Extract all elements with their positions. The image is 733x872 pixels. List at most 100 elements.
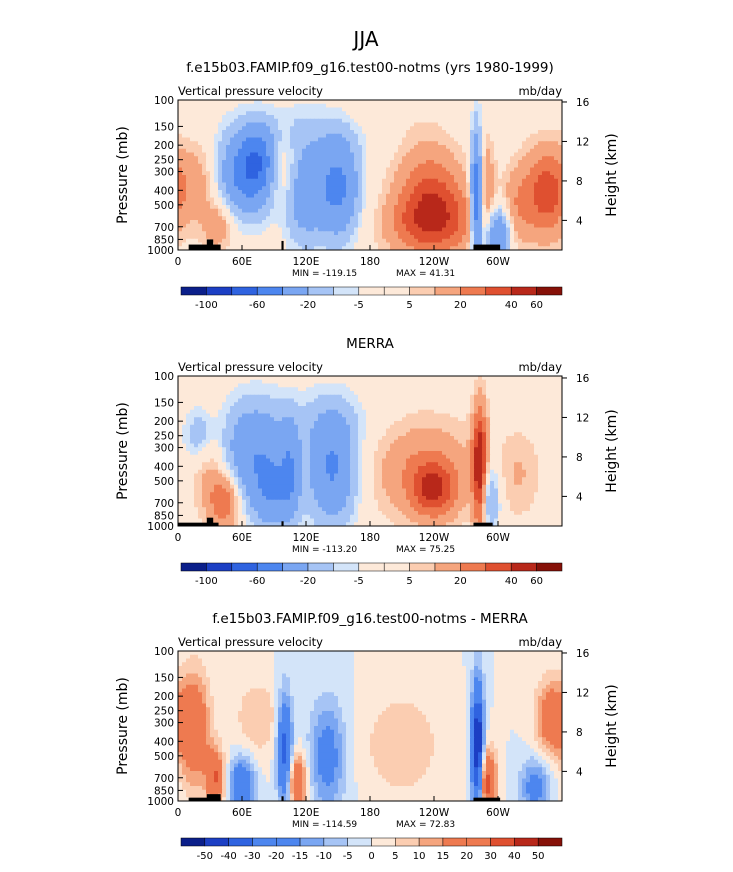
heatmap-cell [538,190,543,195]
heatmap-cell [558,227,562,232]
heatmap-cell [550,160,555,165]
heatmap-cell [434,107,439,112]
heatmap-cell [534,156,539,161]
heatmap-cell [458,398,463,403]
heatmap-cell [410,231,415,236]
heatmap-cell [266,163,271,169]
heatmap-cell [322,391,327,396]
heatmap-cell [478,126,483,131]
heatmap-cell [526,220,531,225]
heatmap-cell [338,163,343,169]
heatmap-cell [346,201,351,206]
heatmap-cell [530,182,535,187]
heatmap-cell [226,193,231,199]
heatmap-cell [530,413,535,418]
heatmap-cell [466,197,471,202]
heatmap-cell [390,178,395,184]
heatmap-cell [466,148,471,154]
heatmap-cell [542,391,547,396]
heatmap-cell [298,175,303,180]
heatmap-cell [214,379,219,385]
heatmap-cell [298,212,303,217]
heatmap-cell [318,141,323,146]
heatmap-cell [246,163,251,169]
heatmap-cell [486,201,491,206]
heatmap-cell [418,103,423,109]
heatmap-cell [466,190,471,195]
heatmap-cell [374,201,379,206]
heatmap-cell [390,242,395,247]
heatmap-cell [462,193,467,199]
heatmap-cell [542,409,547,415]
heatmap-cell [418,394,423,400]
heatmap-cell [222,208,227,214]
heatmap-cell [358,376,363,381]
heatmap-cell [234,201,239,206]
heatmap-cell [226,152,231,157]
heatmap-cell [534,152,539,157]
heatmap-cell [418,111,423,116]
heatmap-cell [242,193,247,199]
heatmap-cell [242,160,247,165]
heatmap-cell [478,402,483,407]
heatmap-cell [270,107,275,112]
heatmap-cell [470,175,475,180]
heatmap-cell [462,413,467,418]
heatmap-cell [462,118,467,124]
heatmap-cell [410,148,415,154]
heatmap-cell [374,406,379,411]
heatmap-cell [366,246,371,250]
heatmap-cell [366,133,371,139]
heatmap-cell [534,118,539,124]
heatmap-cell [282,193,287,199]
heatmap-cell [318,107,323,112]
heatmap-cell [514,238,519,244]
heatmap-cell [546,383,551,388]
heatmap-cell [410,242,415,247]
heatmap-cell [526,216,531,221]
heatmap-cell [482,178,487,184]
heatmap-cell [514,163,519,169]
heatmap-cell [398,115,403,120]
heatmap-cell [458,197,463,202]
heatmap-cell [406,156,411,161]
colorbar-swatch [206,286,233,296]
heatmap-cell [290,148,295,154]
heatmap-cell [406,126,411,131]
heatmap-cell [278,242,283,247]
heatmap-cell [538,391,543,396]
heatmap-cell [354,376,359,381]
heatmap-cell [510,111,515,116]
heatmap-cell [242,402,247,407]
heatmap-cell [538,238,543,244]
heatmap-cell [478,413,483,418]
heatmap-cell [514,107,519,112]
heatmap-cell [550,227,555,232]
heatmap-cell [226,190,231,195]
heatmap-cell [274,115,279,120]
heatmap-cell [558,182,562,187]
heatmap-cell [438,383,443,388]
heatmap-cell [318,156,323,161]
heatmap-cell [514,167,519,172]
heatmap-cell [250,212,255,217]
heatmap-cell [362,167,367,172]
heatmap-cell [182,402,187,407]
heatmap-cell [258,193,263,199]
heatmap-cell [530,152,535,157]
heatmap-cell [426,148,431,154]
heatmap-cell [398,118,403,124]
heatmap-cell [434,398,439,403]
heatmap-cell [402,212,407,217]
heatmap-cell [282,231,287,236]
heatmap-cell [342,107,347,112]
heatmap-cell [518,383,523,388]
heatmap-cell [182,190,187,195]
heatmap-cell [262,413,267,418]
heatmap-cell [274,402,279,407]
heatmap-cell [438,376,443,381]
heatmap-cell [226,141,231,146]
heatmap-cell [362,175,367,180]
heatmap-cell [358,133,363,139]
heatmap-cell [194,208,199,214]
